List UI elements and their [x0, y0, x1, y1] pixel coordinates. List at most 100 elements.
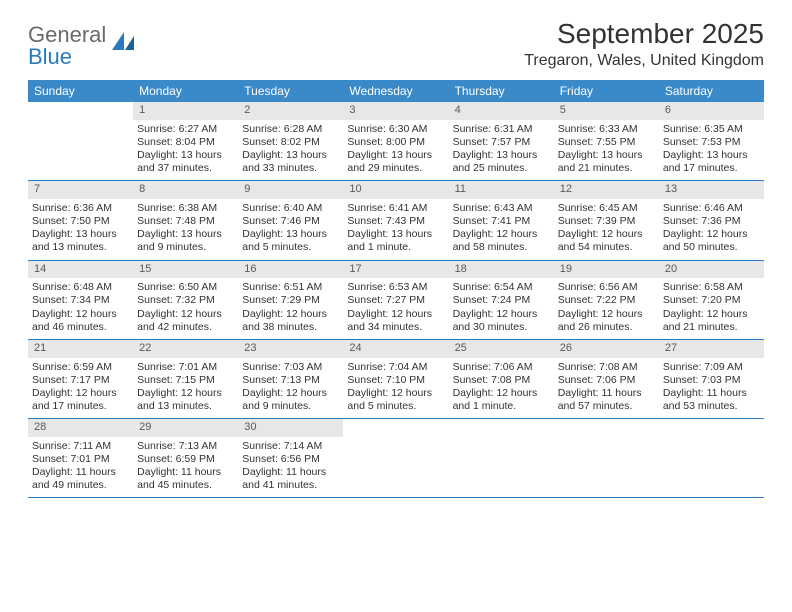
calendar-body: . 1Sunrise: 6:27 AMSunset: 8:04 PMDayligh…: [28, 102, 764, 498]
day-header: Wednesday: [343, 80, 448, 102]
day-body: Sunrise: 6:45 AMSunset: 7:39 PMDaylight:…: [554, 199, 659, 260]
day-number: 3: [343, 102, 448, 120]
day-body: Sunrise: 6:33 AMSunset: 7:55 PMDaylight:…: [554, 120, 659, 181]
calendar-day: 24Sunrise: 7:04 AMSunset: 7:10 PMDayligh…: [343, 340, 448, 418]
sunset-text: Sunset: 7:10 PM: [347, 374, 444, 387]
daylight-text: Daylight: 12 hours and 50 minutes.: [663, 228, 760, 254]
day-number: 12: [554, 181, 659, 199]
calendar-week: 28Sunrise: 7:11 AMSunset: 7:01 PMDayligh…: [28, 419, 764, 498]
sunset-text: Sunset: 7:46 PM: [242, 215, 339, 228]
daylight-text: Daylight: 11 hours and 49 minutes.: [32, 466, 129, 492]
daylight-text: Daylight: 11 hours and 41 minutes.: [242, 466, 339, 492]
day-body: Sunrise: 6:53 AMSunset: 7:27 PMDaylight:…: [343, 278, 448, 339]
sunrise-text: Sunrise: 6:45 AM: [558, 202, 655, 215]
calendar-day: 11Sunrise: 6:43 AMSunset: 7:41 PMDayligh…: [449, 181, 554, 259]
day-body: Sunrise: 7:01 AMSunset: 7:15 PMDaylight:…: [133, 358, 238, 419]
brand-logo: General Blue: [28, 18, 138, 68]
day-body: Sunrise: 6:36 AMSunset: 7:50 PMDaylight:…: [28, 199, 133, 260]
daylight-text: Daylight: 13 hours and 1 minute.: [347, 228, 444, 254]
sunset-text: Sunset: 7:57 PM: [453, 136, 550, 149]
day-number: 2: [238, 102, 343, 120]
day-number: 24: [343, 340, 448, 358]
sunrise-text: Sunrise: 6:36 AM: [32, 202, 129, 215]
calendar-day: 30Sunrise: 7:14 AMSunset: 6:56 PMDayligh…: [238, 419, 343, 497]
daylight-text: Daylight: 12 hours and 38 minutes.: [242, 308, 339, 334]
daylight-text: Daylight: 12 hours and 34 minutes.: [347, 308, 444, 334]
sunrise-text: Sunrise: 6:50 AM: [137, 281, 234, 294]
daylight-text: Daylight: 13 hours and 21 minutes.: [558, 149, 655, 175]
sunrise-text: Sunrise: 6:31 AM: [453, 123, 550, 136]
sunrise-text: Sunrise: 6:48 AM: [32, 281, 129, 294]
sunrise-text: Sunrise: 6:53 AM: [347, 281, 444, 294]
daylight-text: Daylight: 12 hours and 30 minutes.: [453, 308, 550, 334]
sunrise-text: Sunrise: 6:30 AM: [347, 123, 444, 136]
daylight-text: Daylight: 12 hours and 13 minutes.: [137, 387, 234, 413]
calendar-day: 6Sunrise: 6:35 AMSunset: 7:53 PMDaylight…: [659, 102, 764, 180]
sunset-text: Sunset: 7:39 PM: [558, 215, 655, 228]
day-number: 15: [133, 261, 238, 279]
sunset-text: Sunset: 7:08 PM: [453, 374, 550, 387]
sunset-text: Sunset: 7:53 PM: [663, 136, 760, 149]
sunset-text: Sunset: 7:41 PM: [453, 215, 550, 228]
sunset-text: Sunset: 8:04 PM: [137, 136, 234, 149]
day-body: Sunrise: 6:40 AMSunset: 7:46 PMDaylight:…: [238, 199, 343, 260]
daylight-text: Daylight: 12 hours and 42 minutes.: [137, 308, 234, 334]
day-number: 5: [554, 102, 659, 120]
day-number: 22: [133, 340, 238, 358]
calendar-day: 27Sunrise: 7:09 AMSunset: 7:03 PMDayligh…: [659, 340, 764, 418]
daylight-text: Daylight: 11 hours and 45 minutes.: [137, 466, 234, 492]
calendar-day: .: [554, 419, 659, 497]
calendar-day: 22Sunrise: 7:01 AMSunset: 7:15 PMDayligh…: [133, 340, 238, 418]
day-number: 30: [238, 419, 343, 437]
day-number: 25: [449, 340, 554, 358]
day-number: 8: [133, 181, 238, 199]
day-body: Sunrise: 7:08 AMSunset: 7:06 PMDaylight:…: [554, 358, 659, 419]
sunrise-text: Sunrise: 7:06 AM: [453, 361, 550, 374]
sunset-text: Sunset: 7:55 PM: [558, 136, 655, 149]
day-number: 14: [28, 261, 133, 279]
daylight-text: Daylight: 12 hours and 58 minutes.: [453, 228, 550, 254]
calendar-week: 7Sunrise: 6:36 AMSunset: 7:50 PMDaylight…: [28, 181, 764, 260]
day-body: Sunrise: 6:58 AMSunset: 7:20 PMDaylight:…: [659, 278, 764, 339]
day-number: 28: [28, 419, 133, 437]
sunset-text: Sunset: 6:56 PM: [242, 453, 339, 466]
sunrise-text: Sunrise: 6:58 AM: [663, 281, 760, 294]
calendar-day: 2Sunrise: 6:28 AMSunset: 8:02 PMDaylight…: [238, 102, 343, 180]
day-body: Sunrise: 6:38 AMSunset: 7:48 PMDaylight:…: [133, 199, 238, 260]
calendar-day: 25 Sunrise: 7:06 AMSunset: 7:08 PMDayligh…: [449, 340, 554, 418]
day-body: Sunrise: 6:51 AMSunset: 7:29 PMDaylight:…: [238, 278, 343, 339]
calendar-day: 29Sunrise: 7:13 AMSunset: 6:59 PMDayligh…: [133, 419, 238, 497]
sunset-text: Sunset: 7:24 PM: [453, 294, 550, 307]
calendar-week: .1Sunrise: 6:27 AMSunset: 8:04 PMDayligh…: [28, 102, 764, 181]
daylight-text: Daylight: 12 hours and 46 minutes.: [32, 308, 129, 334]
sunrise-text: Sunrise: 6:46 AM: [663, 202, 760, 215]
daylight-text: Daylight: 12 hours and 21 minutes.: [663, 308, 760, 334]
sunset-text: Sunset: 7:13 PM: [242, 374, 339, 387]
sunset-text: Sunset: 7:17 PM: [32, 374, 129, 387]
sunset-text: Sunset: 7:03 PM: [663, 374, 760, 387]
sunset-text: Sunset: 6:59 PM: [137, 453, 234, 466]
sunrise-text: Sunrise: 6:41 AM: [347, 202, 444, 215]
day-number: 4: [449, 102, 554, 120]
day-number: 29: [133, 419, 238, 437]
location: Tregaron, Wales, United Kingdom: [524, 52, 764, 70]
daylight-text: Daylight: 13 hours and 17 minutes.: [663, 149, 760, 175]
calendar-day: 1Sunrise: 6:27 AMSunset: 8:04 PMDaylight…: [133, 102, 238, 180]
calendar-header-row: Sunday Monday Tuesday Wednesday Thursday…: [28, 80, 764, 102]
sunrise-text: Sunrise: 6:33 AM: [558, 123, 655, 136]
day-header: Friday: [554, 80, 659, 102]
sunset-text: Sunset: 7:27 PM: [347, 294, 444, 307]
day-body: Sunrise: 6:43 AMSunset: 7:41 PMDaylight:…: [449, 199, 554, 260]
day-body: Sunrise: 6:59 AMSunset: 7:17 PMDaylight:…: [28, 358, 133, 419]
day-body: Sunrise: 6:41 AMSunset: 7:43 PMDaylight:…: [343, 199, 448, 260]
day-number: 20: [659, 261, 764, 279]
sunset-text: Sunset: 7:20 PM: [663, 294, 760, 307]
calendar-day: 19Sunrise: 6:56 AMSunset: 7:22 PMDayligh…: [554, 261, 659, 339]
sunrise-text: Sunrise: 6:54 AM: [453, 281, 550, 294]
calendar-day: 23Sunrise: 7:03 AMSunset: 7:13 PMDayligh…: [238, 340, 343, 418]
sunset-text: Sunset: 7:43 PM: [347, 215, 444, 228]
daylight-text: Daylight: 12 hours and 9 minutes.: [242, 387, 339, 413]
daylight-text: Daylight: 12 hours and 1 minute.: [453, 387, 550, 413]
sunset-text: Sunset: 7:15 PM: [137, 374, 234, 387]
calendar-week: 14Sunrise: 6:48 AMSunset: 7:34 PMDayligh…: [28, 261, 764, 340]
